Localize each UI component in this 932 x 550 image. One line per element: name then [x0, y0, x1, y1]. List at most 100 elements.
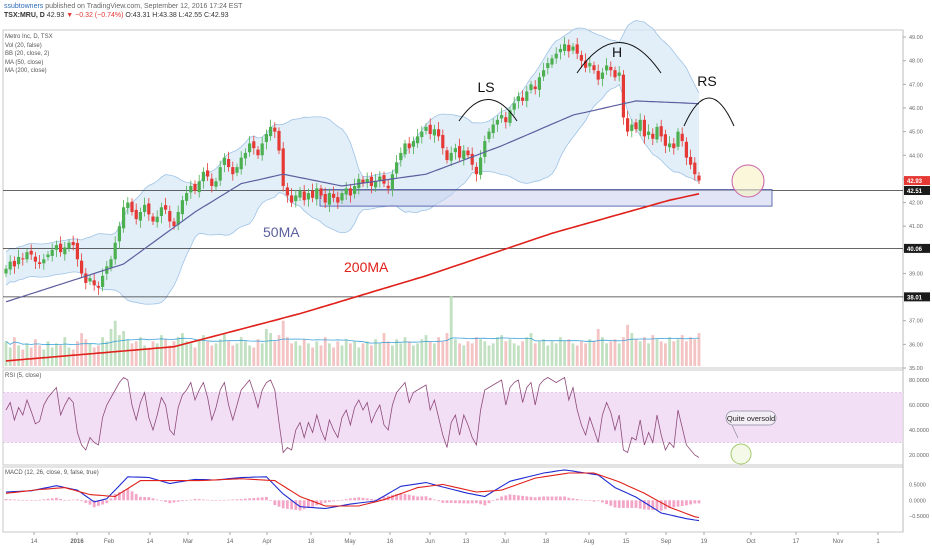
candle-body [407, 143, 411, 149]
publisher-user[interactable]: ssubtowners [4, 3, 44, 10]
candle [21, 252, 25, 266]
candle-body [458, 146, 462, 158]
volume-bar [151, 341, 155, 366]
macd-hist-bar [622, 500, 625, 508]
volume-bar [349, 343, 352, 366]
price-label-tag [904, 185, 930, 195]
macd-hist-bar [643, 500, 646, 510]
candle [617, 66, 621, 82]
support-zone-box [319, 189, 773, 207]
candle [126, 197, 130, 215]
macd-hist-bar [580, 499, 583, 501]
candle [445, 146, 449, 164]
volume-bar [689, 337, 692, 366]
volume-bar [109, 328, 113, 366]
candle-body [323, 194, 327, 203]
volume-bar [340, 345, 344, 366]
candle-body [542, 70, 546, 77]
candle-body [479, 157, 483, 175]
candle-body [344, 188, 348, 195]
volume-bar [80, 333, 83, 366]
macd-hist-bar [277, 500, 281, 507]
macd-hist-bar [391, 494, 394, 501]
volume-bar [647, 343, 650, 366]
volume-bar [374, 339, 377, 366]
candle [332, 186, 336, 203]
macd-hist-bar [538, 496, 541, 501]
volume-bar [38, 345, 41, 366]
candle-body [46, 254, 50, 258]
candle [500, 107, 504, 123]
candle-body [474, 166, 478, 175]
macd-hist-bar [260, 497, 264, 501]
volume-bar [659, 341, 663, 366]
candle-body [168, 211, 172, 222]
volume-bar [21, 349, 25, 366]
macd-hist-bar [630, 500, 634, 508]
macd-hist-bar [298, 500, 302, 511]
macd-hist-bar [550, 496, 554, 501]
x-tick-label: 16 [387, 539, 394, 545]
volume-bar [218, 339, 222, 366]
volume-bar [462, 345, 466, 366]
x-tick-label: 18 [308, 539, 315, 545]
volume-bar [412, 345, 415, 366]
label-50ma: 50MA [263, 224, 300, 240]
macd-hist-bar [59, 498, 62, 501]
macd-hist-bar [458, 500, 461, 504]
volume-bar [626, 324, 629, 366]
candle [479, 150, 483, 180]
macd-hist-bar [613, 500, 617, 508]
candle [42, 253, 46, 270]
volume-bar [239, 337, 243, 366]
macd-hist-bar [76, 499, 79, 501]
macd-hist-bar [374, 499, 377, 501]
candle-body [176, 212, 180, 225]
candle [164, 197, 168, 215]
label-200ma: 200MA [344, 259, 389, 275]
candle-body [290, 195, 294, 203]
candle-body [155, 216, 159, 223]
candle [395, 155, 399, 178]
candle [71, 235, 75, 251]
candle [516, 91, 520, 109]
candle [655, 123, 659, 143]
volume-bar [441, 341, 445, 366]
volume-bar [466, 341, 470, 366]
volume-bar [664, 343, 667, 366]
volume-bar [563, 341, 566, 366]
macd-hist-bar [349, 498, 352, 501]
bollinger-lower [5, 83, 700, 305]
candle-body [25, 252, 29, 260]
candle-body [134, 209, 138, 220]
price-y-tick-label: 36.00 [909, 342, 923, 348]
volume-bar [500, 335, 503, 366]
candle [315, 182, 319, 206]
volume-bar [672, 341, 676, 366]
candle [567, 39, 571, 58]
candle [92, 273, 96, 291]
candle [508, 106, 512, 127]
macd-hist-bar [151, 498, 155, 501]
macd-hist-bar [160, 500, 163, 501]
candle [558, 44, 562, 60]
candle-body [537, 77, 541, 90]
macd-hist-bar [311, 500, 314, 507]
candle-body [197, 181, 201, 193]
volume-bar [403, 337, 407, 366]
candle [323, 187, 327, 208]
candle [563, 36, 567, 56]
volume-bar [613, 339, 617, 366]
macd-hist-bar [466, 500, 470, 504]
candle-body [21, 258, 25, 260]
candle [403, 139, 407, 158]
candle [75, 238, 79, 267]
macd-hist-bar [475, 500, 478, 504]
candle-body [584, 60, 588, 68]
volume-bar [496, 337, 499, 366]
candle-body [470, 153, 474, 165]
volume-bar [256, 339, 260, 366]
macd-hist-bar [155, 499, 159, 501]
candle-body [143, 204, 147, 212]
